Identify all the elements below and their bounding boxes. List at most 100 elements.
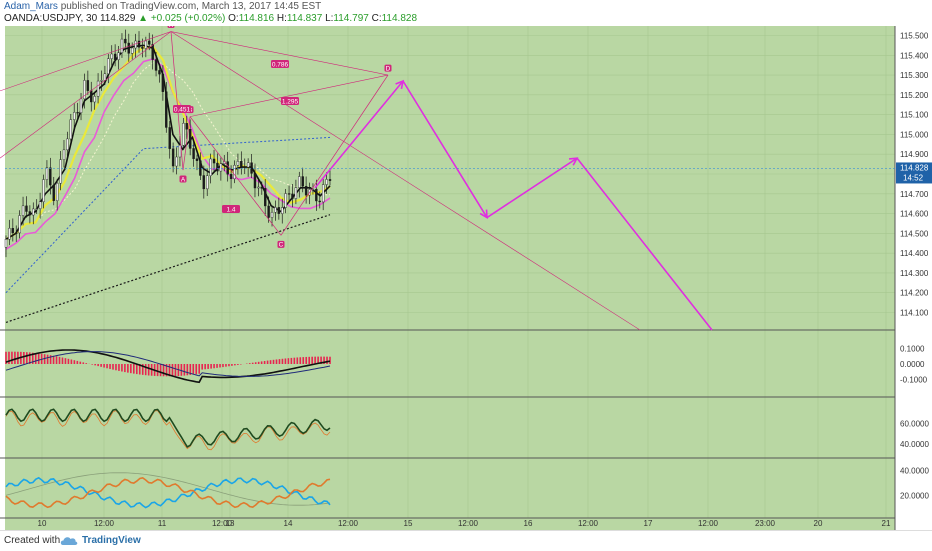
pattern-point-label: D — [386, 65, 391, 72]
projection-arrow-segment — [402, 80, 488, 218]
price-tick-label: 114.300 — [900, 269, 929, 278]
open-value: 114.816 — [238, 13, 275, 24]
countdown-label: 14:52 — [903, 173, 924, 182]
candle-body — [206, 175, 209, 190]
candle-body — [49, 167, 52, 186]
candle-body — [257, 186, 260, 189]
candle-body — [281, 207, 284, 214]
candle-body — [202, 175, 206, 190]
candle-body — [83, 80, 86, 100]
candle-body — [284, 193, 287, 208]
candle-body — [226, 161, 229, 175]
candle-body — [4, 239, 8, 248]
candle-body — [321, 184, 325, 203]
candle-body — [161, 73, 165, 92]
time-tick-label: 12:00 — [698, 519, 719, 528]
candle-body — [328, 179, 332, 181]
pattern-leg — [182, 116, 191, 171]
candle-body — [130, 47, 134, 54]
candle-body — [301, 176, 304, 187]
pattern-leg — [280, 74, 389, 236]
price-tick-label: 115.300 — [900, 71, 929, 80]
grid — [5, 26, 895, 518]
low-label: L: — [325, 13, 334, 24]
time-tick-label: 15 — [404, 519, 413, 528]
candle-body — [165, 91, 168, 128]
candle-body — [62, 149, 66, 160]
candle-body — [90, 90, 93, 103]
pattern-long-line — [170, 31, 641, 331]
price-tick-label: 114.900 — [900, 150, 929, 159]
macd-signal-line — [5, 351, 331, 377]
fib-ratio-badge — [281, 97, 299, 105]
indicator-tick-label: -0.1000 — [900, 376, 928, 385]
pane-separators — [0, 26, 896, 530]
publish-line: Adam_Mars published on TradingView.com, … — [4, 1, 321, 12]
time-tick-label: 20 — [814, 519, 823, 528]
indicator-panes — [5, 349, 331, 509]
indicator-tick-label: 20.0000 — [900, 491, 929, 500]
oscillator-line — [5, 408, 331, 448]
price-tick-label: 115.100 — [900, 111, 929, 120]
candle-body — [137, 40, 141, 48]
pattern-point-label: X — [169, 26, 174, 29]
time-tick-label: 11 — [158, 519, 167, 528]
projection-arrow-segment — [576, 157, 713, 331]
candle-body — [124, 38, 127, 44]
price-axis[interactable]: 115.500 115.400 115.300 115.200 115.100 115.0… — [896, 32, 932, 501]
high-label: H: — [276, 13, 287, 24]
indicator-tick-label: 0.1000 — [900, 344, 925, 353]
time-tick-label: 12:00 — [212, 519, 233, 528]
pattern-point-label: C — [279, 242, 284, 249]
candle-body — [270, 211, 274, 218]
candle-body — [141, 47, 144, 49]
pattern-line-entry — [0, 31, 172, 92]
candle-body — [42, 179, 45, 202]
candle-body — [66, 138, 69, 151]
price-tick-label: 115.400 — [900, 51, 929, 60]
candle-body — [253, 173, 257, 189]
price-tick-label: 115.500 — [900, 32, 929, 41]
candle-body — [45, 167, 49, 180]
projection-arrow-segment — [314, 80, 404, 189]
published-text: published on TradingView.com, March 13, … — [60, 1, 322, 12]
candle-body — [158, 70, 161, 75]
candle-body — [315, 189, 318, 202]
created-with-text: Created with — [4, 535, 61, 546]
fib-ratio-label: 0.786 — [272, 62, 289, 69]
indicator-tick-label: 40.0000 — [900, 466, 929, 475]
candle-body — [192, 148, 195, 159]
candle-body — [103, 73, 107, 81]
ema-slow-line — [5, 57, 331, 250]
ohlc-line: OANDA:USDJPY, 30 114.829 ▲ +0.025 (+0.02… — [4, 13, 417, 24]
candle-body — [134, 40, 137, 49]
pattern-point-marker — [167, 26, 175, 29]
price-change: ▲ +0.025 (+0.02%) — [138, 13, 226, 24]
candle-body — [311, 189, 315, 191]
fib-ratio-label: 0.451 — [174, 107, 191, 114]
candle-body — [246, 162, 250, 168]
price-tick-label: 115.000 — [900, 130, 929, 139]
price-tick-label: 114.200 — [900, 289, 929, 298]
tradingview-brand[interactable]: TradingView — [82, 535, 141, 546]
candle-body — [96, 80, 100, 97]
candle-body — [69, 119, 73, 140]
candle-body — [212, 158, 216, 164]
last-price-badge — [896, 162, 932, 184]
fib-ratio-badge — [173, 105, 191, 113]
fib-ratio-label: 1.295 — [282, 99, 299, 106]
candle-body — [117, 52, 120, 60]
price-tick-label: 115.200 — [900, 91, 929, 100]
candle-body — [52, 184, 55, 201]
time-tick-label: 12:00 — [578, 519, 599, 528]
time-tick-label: 17 — [644, 519, 653, 528]
author-link[interactable]: Adam_Mars — [4, 1, 58, 12]
candle-body — [154, 59, 158, 71]
time-tick-label: 16 — [524, 519, 533, 528]
time-tick-label: 12:00 — [338, 519, 359, 528]
candle-body — [195, 158, 199, 161]
candle-body — [240, 161, 243, 167]
